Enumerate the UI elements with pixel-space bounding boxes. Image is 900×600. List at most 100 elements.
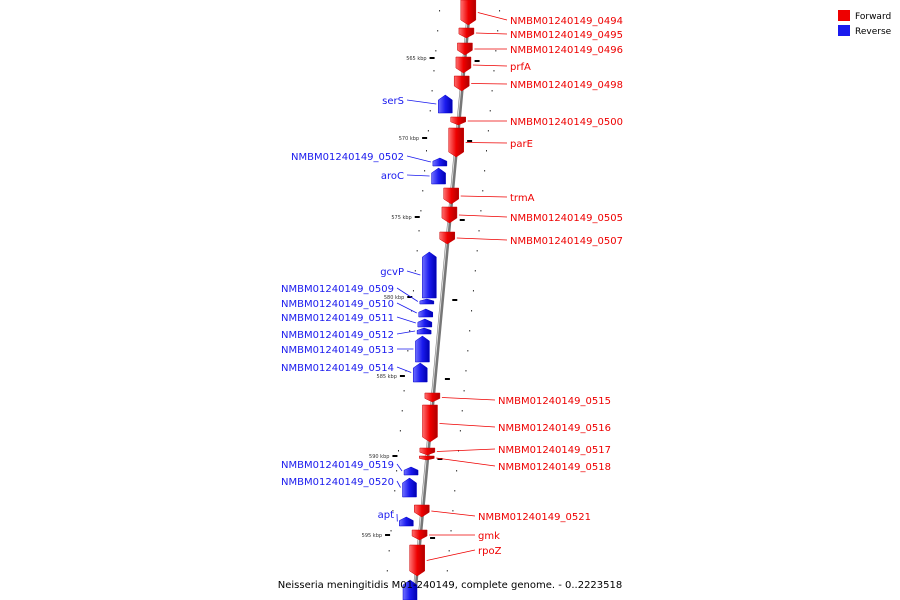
gene-features <box>399 0 477 600</box>
minor-tick <box>454 490 456 492</box>
minor-tick <box>448 550 450 552</box>
minor-tick <box>429 110 431 112</box>
gene-label-gmk: gmk <box>478 531 500 542</box>
label-leader-lines <box>396 12 508 561</box>
minor-tick <box>433 70 435 72</box>
gene-reverse-sers <box>438 94 453 114</box>
gene-forward-nmbm01240149-0517 <box>419 447 436 456</box>
label-leader <box>460 195 508 198</box>
gene-label-nmbm01240149-0516: NMBM01240149_0516 <box>498 423 611 434</box>
gene-forward-nmbm01240149-0496 <box>457 42 473 56</box>
minor-tick <box>478 230 480 232</box>
gene-label-nmbm01240149-0498: NMBM01240149_0498 <box>510 80 623 91</box>
minor-tick <box>463 390 465 392</box>
label-leader <box>471 83 508 85</box>
major-tick <box>422 137 428 139</box>
major-tick-marks <box>385 57 480 539</box>
minor-tick <box>416 250 418 252</box>
major-tick <box>430 537 436 539</box>
gene-label-nmbm01240149-0517: NMBM01240149_0517 <box>498 445 611 456</box>
gene-forward-nmbm01240149-0505 <box>441 206 458 224</box>
label-leader <box>458 214 508 218</box>
gene-label-rpoz: rpoZ <box>478 546 502 557</box>
gene-reverse-nmbm01240149-0513 <box>415 335 430 363</box>
minor-tick <box>459 430 461 432</box>
gene-forward-nmbm01240149-0507 <box>439 231 456 245</box>
tick-label: 575 kbp <box>391 215 411 221</box>
minor-tick <box>491 90 493 92</box>
tick-label: 580 kbp <box>384 295 404 301</box>
gene-label-nmbm01240149-0505: NMBM01240149_0505 <box>510 213 623 224</box>
major-tick <box>399 375 405 377</box>
major-tick <box>407 296 413 298</box>
gene-reverse-nmbm01240149-0509 <box>419 298 435 305</box>
label-leader <box>436 448 496 452</box>
genome-caption: Neisseria meningitidis M01-240149, compl… <box>278 580 623 591</box>
label-leader <box>406 155 431 163</box>
gene-forward-trma <box>443 187 459 205</box>
label-leader <box>477 12 508 21</box>
gene-forward-gmk <box>411 529 428 541</box>
minor-tick <box>469 330 471 332</box>
label-leader <box>396 366 412 373</box>
major-tick <box>385 534 391 536</box>
minor-tick <box>484 170 486 172</box>
gene-label-nmbm01240149-0513: NMBM01240149_0513 <box>281 345 394 356</box>
gene-label-nmbm01240149-0512: NMBM01240149_0512 <box>281 330 394 341</box>
gene-label-nmbm01240149-0496: NMBM01240149_0496 <box>510 45 623 56</box>
tick-labels: 565 kbp 570 kbp 575 kbp 580 kbp 585 kbp 590 k… <box>362 56 427 539</box>
minor-tick <box>418 230 420 232</box>
gene-label-gcvp: gcvP <box>380 267 404 278</box>
gene-forward-nmbm01240149-0518 <box>419 455 435 461</box>
tick-label: 590 kbp <box>369 454 389 460</box>
label-leader <box>406 99 437 105</box>
minor-tick <box>426 150 427 152</box>
major-tick <box>437 458 443 460</box>
gene-label-nmbm01240149-0510: NMBM01240149_0510 <box>281 299 394 310</box>
legend-forward-swatch <box>838 10 850 21</box>
gene-label-nmbm01240149-0520: NMBM01240149_0520 <box>281 477 394 488</box>
label-leader <box>456 237 508 241</box>
gene-label-nmbm01240149-0518: NMBM01240149_0518 <box>498 462 611 473</box>
gene-label-trma: trmA <box>510 193 535 204</box>
minor-tick <box>390 530 392 532</box>
minor-tick <box>439 10 441 12</box>
tick-label: 595 kbp <box>362 533 382 539</box>
gene-forward-nmbm01240149-0516 <box>422 404 438 443</box>
minor-tick <box>399 430 401 432</box>
minor-tick <box>497 30 499 32</box>
minor-tick <box>420 210 422 212</box>
gene-label-nmbm01240149-0500: NMBM01240149_0500 <box>510 117 623 128</box>
minor-tick <box>394 490 396 492</box>
gene-label-nmbm01240149-0495: NMBM01240149_0495 <box>510 30 623 41</box>
gene-forward-nmbm01240149-0500 <box>450 116 466 126</box>
gene-label-nmbm01240149-0494: NMBM01240149_0494 <box>510 16 623 27</box>
label-leader <box>465 142 508 144</box>
label-leader <box>472 64 508 67</box>
label-leader <box>396 480 401 488</box>
gene-reverse-nmbm01240149-0514 <box>412 362 428 383</box>
minor-tick <box>386 570 388 572</box>
label-leader <box>396 287 419 302</box>
minor-tick <box>435 50 437 52</box>
minor-tick <box>456 470 458 472</box>
minor-tick <box>422 190 424 192</box>
gene-forward-nmbm01240149-0495 <box>458 27 475 39</box>
gene-label-nmbm01240149-0514: NMBM01240149_0514 <box>281 363 394 374</box>
legend: Forward Reverse <box>838 10 892 37</box>
tick-label: 565 kbp <box>406 56 426 62</box>
gene-forward-prfa <box>455 56 472 74</box>
minor-tick <box>480 210 482 212</box>
minor-tick <box>396 470 398 472</box>
gene-reverse-nmbm01240149-0512 <box>416 327 432 335</box>
gene-reverse-nmbm01240149-0520 <box>402 477 417 498</box>
gene-forward-nmbm01240149-0515 <box>424 392 441 403</box>
gene-label-apt: apt <box>378 510 394 521</box>
minor-tick <box>489 110 491 112</box>
minor-tick <box>431 90 433 92</box>
gene-forward-pare <box>448 127 464 158</box>
gene-label-nmbm01240149-0519: NMBM01240149_0519 <box>281 460 394 471</box>
minor-tick <box>424 170 426 172</box>
label-leader <box>431 510 476 517</box>
